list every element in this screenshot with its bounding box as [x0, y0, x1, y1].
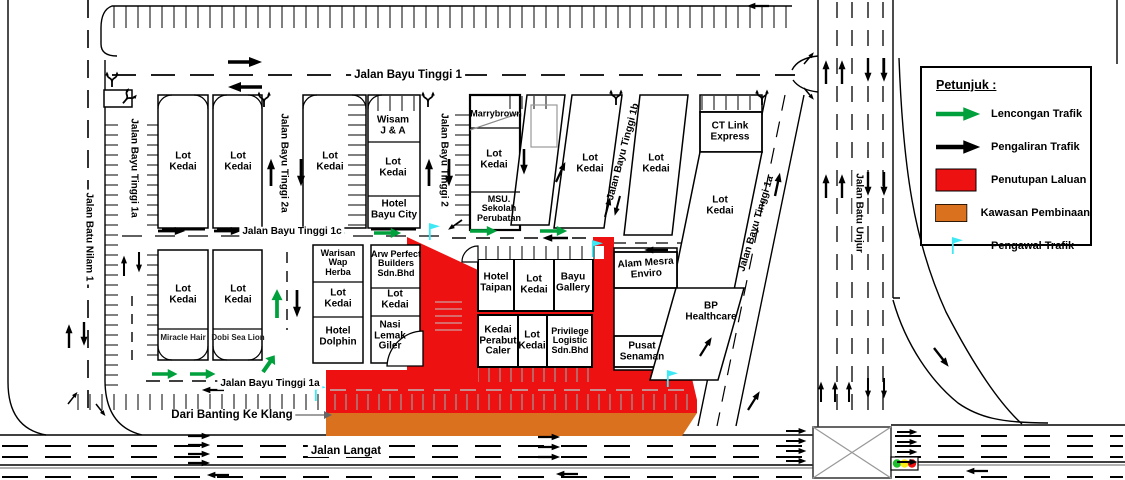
flow-arrow-icon	[865, 378, 871, 399]
green-arrow-icon	[936, 107, 981, 121]
construction-swatch-icon	[935, 204, 968, 222]
flow-arrow-icon	[786, 438, 807, 444]
corner-island	[386, 330, 424, 367]
flow-arrow-icon	[822, 60, 830, 84]
flow-arrow-icon	[121, 255, 127, 276]
flow-arrow-icon	[228, 82, 262, 92]
flow-arrow-icon	[897, 429, 918, 435]
building-blocks	[103, 89, 763, 381]
flow-arrow-icon	[881, 378, 887, 399]
construction-zone	[326, 413, 697, 436]
traffic-light-icon	[890, 456, 919, 471]
flow-arrow-icon	[822, 174, 830, 198]
fork-arrow-icon	[104, 70, 120, 88]
flow-arrow-icon	[880, 58, 888, 82]
parking-rows	[68, 6, 792, 410]
turn-arrow-icon	[802, 86, 816, 102]
legend-title: Petunjuk :	[936, 78, 997, 92]
flow-arrow-icon	[864, 58, 872, 82]
flow-arrow-icon	[838, 174, 846, 198]
banting-direction-arrow	[290, 411, 332, 419]
flow-arrow-icon	[80, 322, 88, 346]
flow-arrow-icon	[188, 441, 211, 449]
flag-icon	[951, 236, 964, 255]
legend: Petunjuk : Lencongan Trafik Pengaliran T…	[920, 66, 1092, 255]
flow-arrow-icon	[293, 290, 301, 318]
closure-swatch-icon	[935, 168, 977, 192]
flow-arrow-icon	[425, 158, 433, 186]
flow-arrow-icon	[201, 386, 224, 394]
flow-arrow-icon	[611, 195, 623, 217]
flow-arrow-icon	[445, 159, 453, 187]
flow-arrow-icon	[538, 443, 561, 451]
traffic-marshal-flag-icon	[428, 222, 441, 241]
legend-item-label: Penutupan Laluan	[991, 174, 1087, 186]
flow-arrow-icon	[846, 381, 852, 402]
flow-arrow-icon	[965, 467, 988, 475]
flow-arrow-icon	[838, 60, 846, 84]
flow-arrow-icon	[267, 158, 275, 186]
flow-arrow-icon	[542, 234, 568, 242]
legend-item-diversion: Lencongan Trafik	[934, 102, 1090, 126]
flow-arrow-icon	[771, 171, 784, 197]
flow-arrow-icon	[786, 448, 807, 454]
fork-arrow-icon	[420, 90, 436, 108]
turn-arrow-icon	[802, 50, 816, 66]
flow-arrow-icon	[228, 57, 262, 67]
legend-item-label: Kawasan Pembinaan	[980, 207, 1090, 219]
parking-rows-2	[348, 96, 762, 263]
flow-arrow-icon	[880, 172, 888, 196]
legend-item-closure: Penutupan Laluan	[934, 168, 1090, 192]
diversion-arrow-icon	[152, 369, 178, 379]
road-median-lines	[0, 464, 1125, 469]
black-arrow-icon	[936, 140, 981, 154]
legend-item-construction: Kawasan Pembinaan	[934, 201, 1090, 225]
flow-arrow-icon	[538, 453, 561, 461]
flow-arrow-icon	[136, 252, 142, 273]
flow-arrow-icon	[786, 458, 807, 464]
junction-box	[812, 426, 892, 479]
flow-arrow-icon	[931, 345, 952, 369]
flow-arrow-icon	[65, 324, 73, 348]
flow-arrow-icon	[786, 428, 807, 434]
flow-arrow-icon	[897, 449, 918, 455]
flow-arrow-icon	[745, 389, 763, 412]
flow-arrow-icon	[864, 172, 872, 196]
legend-item-label: Pengawal Trafik	[991, 240, 1075, 252]
flow-arrow-icon	[818, 381, 824, 402]
closed-road-markings	[326, 301, 688, 410]
legend-item-marshal: Pengawal Trafik	[934, 234, 1090, 258]
legend-item-label: Lencongan Trafik	[991, 108, 1083, 120]
legend-item-flow: Pengaliran Trafik	[934, 135, 1090, 159]
diversion-arrow-icon	[271, 289, 283, 318]
flow-arrow-icon	[897, 439, 918, 445]
flow-arrow-icon	[188, 432, 211, 440]
diversion-arrow-icon	[190, 369, 216, 379]
legend-item-label: Pengaliran Trafik	[991, 141, 1080, 153]
building-details	[157, 94, 558, 361]
